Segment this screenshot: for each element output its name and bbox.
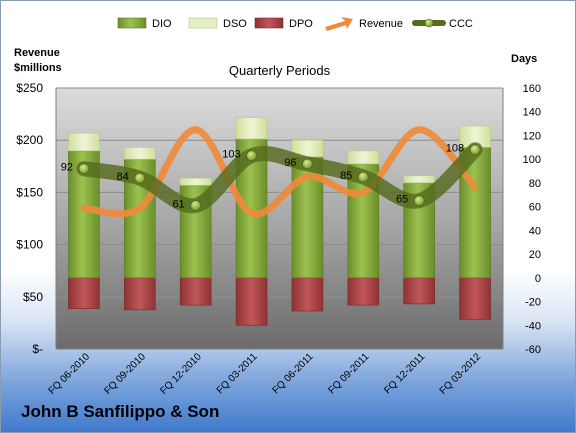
left-tick-label: $200 bbox=[16, 133, 43, 147]
category-label: FQ 03-2012 bbox=[438, 351, 484, 397]
ccc-data-label: 84 bbox=[117, 171, 129, 183]
plot-area bbox=[56, 88, 503, 349]
ccc-point bbox=[413, 195, 425, 207]
right-tick-label: 160 bbox=[523, 83, 541, 95]
left-tick-label: $100 bbox=[16, 238, 43, 252]
right-tick-label: 20 bbox=[529, 249, 541, 261]
bar-dio bbox=[459, 147, 491, 279]
right-tick-label: 100 bbox=[523, 154, 541, 166]
bar-dso bbox=[235, 117, 268, 140]
right-tick-label: 120 bbox=[523, 130, 541, 142]
bar-dso bbox=[68, 132, 100, 152]
bar-dpo bbox=[68, 277, 100, 309]
legend-label-dio: DIO bbox=[152, 18, 172, 30]
bar-dpo bbox=[179, 277, 212, 306]
legend-swatch-dpo bbox=[254, 17, 284, 29]
legend-label-revenue: Revenue bbox=[359, 18, 403, 30]
category-label: FQ 06-2011 bbox=[271, 351, 316, 396]
ccc-point bbox=[190, 200, 202, 211]
left-tick-label: $- bbox=[32, 342, 43, 356]
right-tick-label: 80 bbox=[529, 178, 541, 190]
ccc-data-label: 85 bbox=[340, 170, 352, 182]
ccc-data-label: 61 bbox=[172, 198, 184, 210]
right-tick-label: -60 bbox=[525, 344, 541, 356]
left-axis-label: Revenue bbox=[14, 47, 60, 59]
left-axis-unit: $millions bbox=[14, 62, 62, 74]
right-tick-label: 40 bbox=[529, 225, 541, 237]
category-label: FQ 09-2011 bbox=[326, 351, 371, 396]
left-tick-label: $250 bbox=[16, 81, 43, 95]
legend-swatch-ccc-dot bbox=[424, 18, 434, 28]
ccc-point bbox=[134, 172, 146, 184]
category-label: FQ 12-2010 bbox=[158, 351, 204, 397]
left-tick-label: $150 bbox=[16, 185, 43, 199]
bar-dpo bbox=[403, 277, 435, 305]
ccc-data-label: 96 bbox=[284, 157, 296, 169]
left-tick-label: $50 bbox=[23, 290, 43, 304]
legend-swatch-dio bbox=[117, 17, 147, 29]
right-tick-label: -40 bbox=[525, 320, 541, 332]
bar-dso bbox=[179, 177, 212, 186]
ccc-data-label: 65 bbox=[396, 194, 408, 206]
legend-label-dso: DSO bbox=[223, 18, 247, 30]
legend-label-ccc: CCC bbox=[449, 18, 473, 30]
ccc-point bbox=[302, 158, 313, 170]
right-axis-label: Days bbox=[511, 53, 537, 65]
bar-dpo bbox=[347, 277, 380, 306]
ccc-point bbox=[469, 144, 481, 156]
bar-dpo bbox=[291, 277, 324, 312]
company-name: John B Sanfilippo & Son bbox=[21, 402, 220, 421]
bar-dpo bbox=[459, 277, 491, 320]
bar-dpo bbox=[124, 277, 156, 311]
bar-dso bbox=[403, 175, 435, 184]
ccc-data-label: 103 bbox=[222, 149, 240, 161]
legend-swatch-revenue bbox=[325, 17, 353, 31]
ccc-point bbox=[246, 150, 257, 162]
ccc-point bbox=[357, 171, 369, 183]
category-label: FQ 03-2011 bbox=[215, 351, 260, 396]
right-tick-label: 140 bbox=[523, 107, 541, 119]
ccc-point bbox=[78, 163, 90, 175]
ccc-data-label: 108 bbox=[446, 143, 464, 155]
ccc-data-label: 92 bbox=[61, 162, 73, 174]
right-tick-label: 60 bbox=[529, 202, 541, 214]
bar-dso bbox=[124, 147, 156, 160]
legend-swatch-dso bbox=[188, 17, 218, 29]
category-label: FQ 12-2011 bbox=[382, 351, 427, 396]
category-label: FQ 09-2010 bbox=[102, 351, 148, 397]
legend-label-dpo: DPO bbox=[289, 18, 313, 30]
category-label: FQ 06-2010 bbox=[47, 351, 93, 397]
right-tick-label: 0 bbox=[535, 273, 541, 285]
chart-title: Quarterly Periods bbox=[229, 63, 331, 78]
bar-dso bbox=[347, 150, 380, 165]
right-tick-label: -20 bbox=[525, 297, 541, 309]
bar-dpo bbox=[235, 277, 268, 326]
